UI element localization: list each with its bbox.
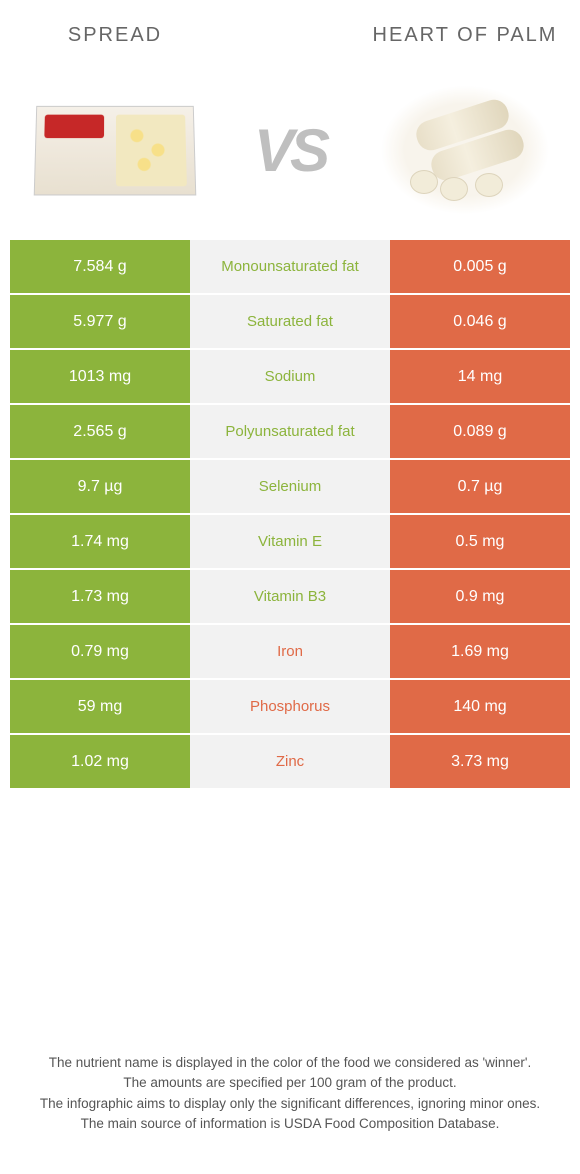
vs-label: VS [254, 116, 326, 185]
spread-illustration [34, 106, 197, 196]
nutrient-label: Monounsaturated fat [190, 240, 390, 295]
right-value: 0.005 g [390, 240, 570, 295]
product-images-row: VS [0, 70, 580, 230]
left-value: 2.565 g [10, 405, 190, 460]
table-row: 0.79 mgIron1.69 mg [10, 625, 570, 680]
right-value: 3.73 mg [390, 735, 570, 790]
left-product-image [0, 85, 230, 215]
left-value: 1.02 mg [10, 735, 190, 790]
footnote-line: The nutrient name is displayed in the co… [30, 1053, 550, 1073]
nutrient-label: Iron [190, 625, 390, 680]
right-product-image [350, 85, 580, 215]
comparison-table: 7.584 gMonounsaturated fat0.005 g5.977 g… [10, 240, 570, 790]
left-value: 1.73 mg [10, 570, 190, 625]
right-value: 0.7 µg [390, 460, 570, 515]
table-row: 7.584 gMonounsaturated fat0.005 g [10, 240, 570, 295]
right-value: 140 mg [390, 680, 570, 735]
nutrient-label: Selenium [190, 460, 390, 515]
left-value: 1.74 mg [10, 515, 190, 570]
left-product-title: Spread [0, 24, 230, 47]
nutrient-label: Polyunsaturated fat [190, 405, 390, 460]
table-row: 1.74 mgVitamin E0.5 mg [10, 515, 570, 570]
right-value: 0.9 mg [390, 570, 570, 625]
right-value: 0.089 g [390, 405, 570, 460]
nutrient-label: Zinc [190, 735, 390, 790]
table-row: 1.73 mgVitamin B30.9 mg [10, 570, 570, 625]
footnote-line: The main source of information is USDA F… [30, 1114, 550, 1134]
footnotes: The nutrient name is displayed in the co… [0, 1053, 580, 1134]
header: Spread Heart of palm [0, 0, 580, 70]
right-product-title: Heart of palm [350, 24, 580, 47]
left-value: 0.79 mg [10, 625, 190, 680]
right-value: 14 mg [390, 350, 570, 405]
right-value: 0.5 mg [390, 515, 570, 570]
nutrient-label: Vitamin E [190, 515, 390, 570]
left-value: 7.584 g [10, 240, 190, 295]
right-value: 1.69 mg [390, 625, 570, 680]
nutrient-label: Vitamin B3 [190, 570, 390, 625]
left-value: 9.7 µg [10, 460, 190, 515]
nutrient-label: Sodium [190, 350, 390, 405]
left-value: 59 mg [10, 680, 190, 735]
nutrient-label: Phosphorus [190, 680, 390, 735]
vs-label-wrap: VS [230, 116, 350, 185]
left-value: 5.977 g [10, 295, 190, 350]
left-value: 1013 mg [10, 350, 190, 405]
footnote-line: The amounts are specified per 100 gram o… [30, 1073, 550, 1093]
right-value: 0.046 g [390, 295, 570, 350]
heart-of-palm-illustration [380, 85, 550, 215]
table-row: 1013 mgSodium14 mg [10, 350, 570, 405]
footnote-line: The infographic aims to display only the… [30, 1094, 550, 1114]
table-row: 2.565 gPolyunsaturated fat0.089 g [10, 405, 570, 460]
nutrient-label: Saturated fat [190, 295, 390, 350]
table-row: 5.977 gSaturated fat0.046 g [10, 295, 570, 350]
table-row: 59 mgPhosphorus140 mg [10, 680, 570, 735]
table-row: 1.02 mgZinc3.73 mg [10, 735, 570, 790]
table-row: 9.7 µgSelenium0.7 µg [10, 460, 570, 515]
